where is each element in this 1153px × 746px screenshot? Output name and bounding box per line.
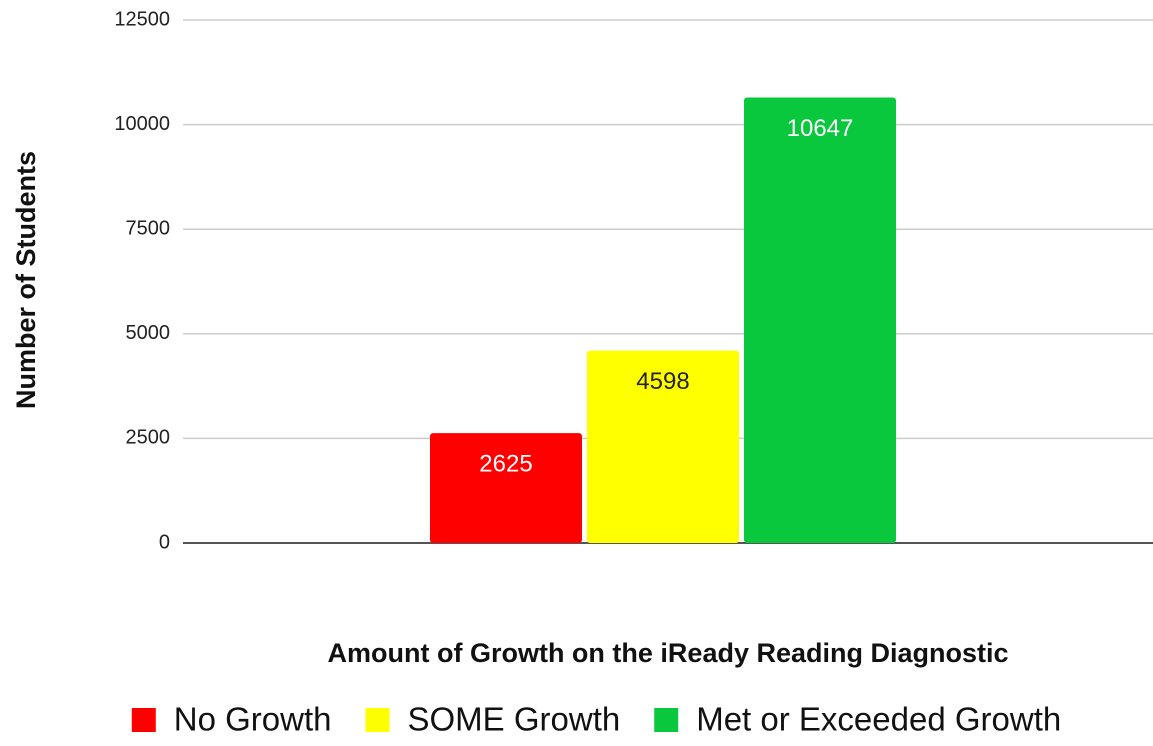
y-tick-label: 7500 xyxy=(126,217,171,239)
value-label: 4598 xyxy=(636,368,689,395)
y-tick-label: 2500 xyxy=(126,427,171,449)
legend-label: No Growth xyxy=(174,701,332,738)
x-axis-title: Amount of Growth on the iReady Reading D… xyxy=(327,638,1008,668)
y-tick-label: 0 xyxy=(159,531,170,553)
value-label: 2625 xyxy=(479,451,532,478)
legend-swatch xyxy=(365,708,390,732)
y-tick-label: 12500 xyxy=(114,8,170,30)
bar xyxy=(587,350,739,543)
value-label: 10647 xyxy=(787,115,854,142)
bar xyxy=(430,433,582,543)
bar xyxy=(744,97,896,544)
legend-swatch xyxy=(654,708,679,732)
y-axis-title: Number of Students xyxy=(11,151,41,409)
y-tick-label: 10000 xyxy=(114,113,170,135)
legend-label: Met or Exceeded Growth xyxy=(696,701,1061,738)
legend-label: SOME Growth xyxy=(408,701,621,738)
y-tick-label: 5000 xyxy=(126,322,171,344)
legend-swatch xyxy=(131,708,156,732)
legend: No Growth SOME Growth Met or Exceeded Grow… xyxy=(131,701,1061,738)
